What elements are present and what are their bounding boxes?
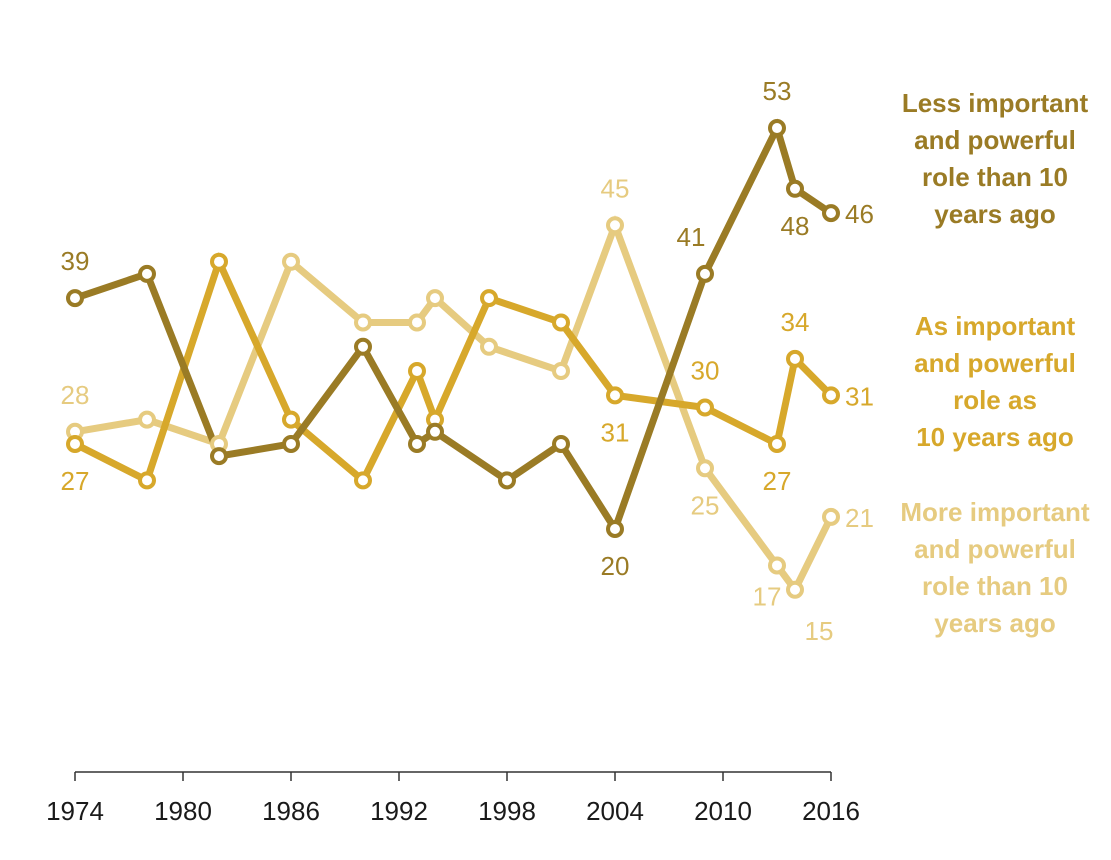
series-point xyxy=(552,362,570,381)
series-line xyxy=(71,215,835,597)
series-point xyxy=(768,556,786,575)
legend-label: and powerful xyxy=(914,125,1076,155)
data-label: 27 xyxy=(763,466,792,496)
data-label: 15 xyxy=(805,616,834,646)
data-label: 31 xyxy=(601,417,630,447)
data-label: 21 xyxy=(845,503,874,533)
series-point xyxy=(282,434,300,453)
legend-label: and powerful xyxy=(914,348,1076,378)
series-point xyxy=(354,313,372,332)
data-label: 20 xyxy=(601,551,630,581)
legend-label: role than 10 xyxy=(922,162,1068,192)
series-point xyxy=(786,580,804,599)
series-point xyxy=(606,520,624,538)
series-point xyxy=(552,313,570,332)
series-point xyxy=(354,471,372,490)
series-line xyxy=(71,252,835,486)
data-label: 17 xyxy=(753,581,782,611)
series-point xyxy=(822,386,840,405)
series-point xyxy=(606,386,624,405)
legend-label: As important xyxy=(915,311,1076,341)
series-point xyxy=(822,507,840,526)
series-point xyxy=(408,434,426,453)
data-label: 34 xyxy=(781,307,810,337)
data-label: 28 xyxy=(61,380,90,410)
series-point xyxy=(426,422,444,441)
data-label: 30 xyxy=(691,356,720,386)
x-tick-label: 2010 xyxy=(694,796,752,826)
series-point xyxy=(210,447,228,466)
series-point xyxy=(552,434,570,453)
series-point xyxy=(408,362,426,381)
series-point xyxy=(138,410,156,429)
x-tick-label: 2004 xyxy=(586,796,644,826)
series-point xyxy=(606,216,624,235)
series-point xyxy=(408,313,426,332)
legend-label: More important xyxy=(900,497,1090,527)
x-tick-label: 1998 xyxy=(478,796,536,826)
legend-label: 10 years ago xyxy=(916,422,1074,452)
series-markers xyxy=(66,119,840,599)
series-point xyxy=(480,289,498,308)
legend-label: years ago xyxy=(934,608,1055,638)
data-label: 31 xyxy=(845,381,874,411)
series-point xyxy=(66,289,84,308)
series-point xyxy=(768,434,786,453)
series-point xyxy=(822,204,840,223)
legend-label: Less important xyxy=(902,88,1089,118)
series-point xyxy=(354,337,372,356)
legend: Less important and powerful role than 10 ye… xyxy=(900,88,1090,638)
series-point xyxy=(696,264,714,283)
series-line xyxy=(71,118,835,537)
series-point xyxy=(696,459,714,478)
x-tick-label: 1992 xyxy=(370,796,428,826)
series-point xyxy=(768,119,786,138)
data-label: 46 xyxy=(845,199,874,229)
legend-label: role as xyxy=(953,385,1037,415)
x-tick-label: 1986 xyxy=(262,796,320,826)
series-point xyxy=(282,252,300,271)
series-point xyxy=(282,410,300,429)
series-point xyxy=(426,289,444,308)
series-point xyxy=(786,349,804,368)
legend-label: years ago xyxy=(934,199,1055,229)
data-label: 53 xyxy=(763,76,792,106)
data-label: 27 xyxy=(61,466,90,496)
legend-label: and powerful xyxy=(914,534,1076,564)
series-point xyxy=(210,252,228,271)
series-point xyxy=(696,398,714,417)
series-point xyxy=(138,471,156,490)
series-point xyxy=(786,179,804,198)
data-label: 25 xyxy=(691,490,720,520)
series-point xyxy=(66,434,84,453)
data-label: 39 xyxy=(61,246,90,276)
data-label: 48 xyxy=(781,211,810,241)
x-tick-label: 1974 xyxy=(46,796,104,826)
legend-label: role than 10 xyxy=(922,571,1068,601)
series-point xyxy=(480,337,498,356)
data-labels: 39 20 41 53 48 46 27 31 30 27 34 31 28 45 25 17 15 21 xyxy=(61,76,874,646)
data-label: 41 xyxy=(677,222,706,252)
series-point xyxy=(498,471,516,490)
x-tick-label: 2016 xyxy=(802,796,860,826)
series-lines xyxy=(71,118,835,597)
x-tick-label: 1980 xyxy=(154,796,212,826)
x-axis-ticks: 1974 1980 1986 1992 1998 2004 2010 2016 xyxy=(46,772,860,826)
series-point xyxy=(138,264,156,283)
data-label: 45 xyxy=(601,173,630,203)
